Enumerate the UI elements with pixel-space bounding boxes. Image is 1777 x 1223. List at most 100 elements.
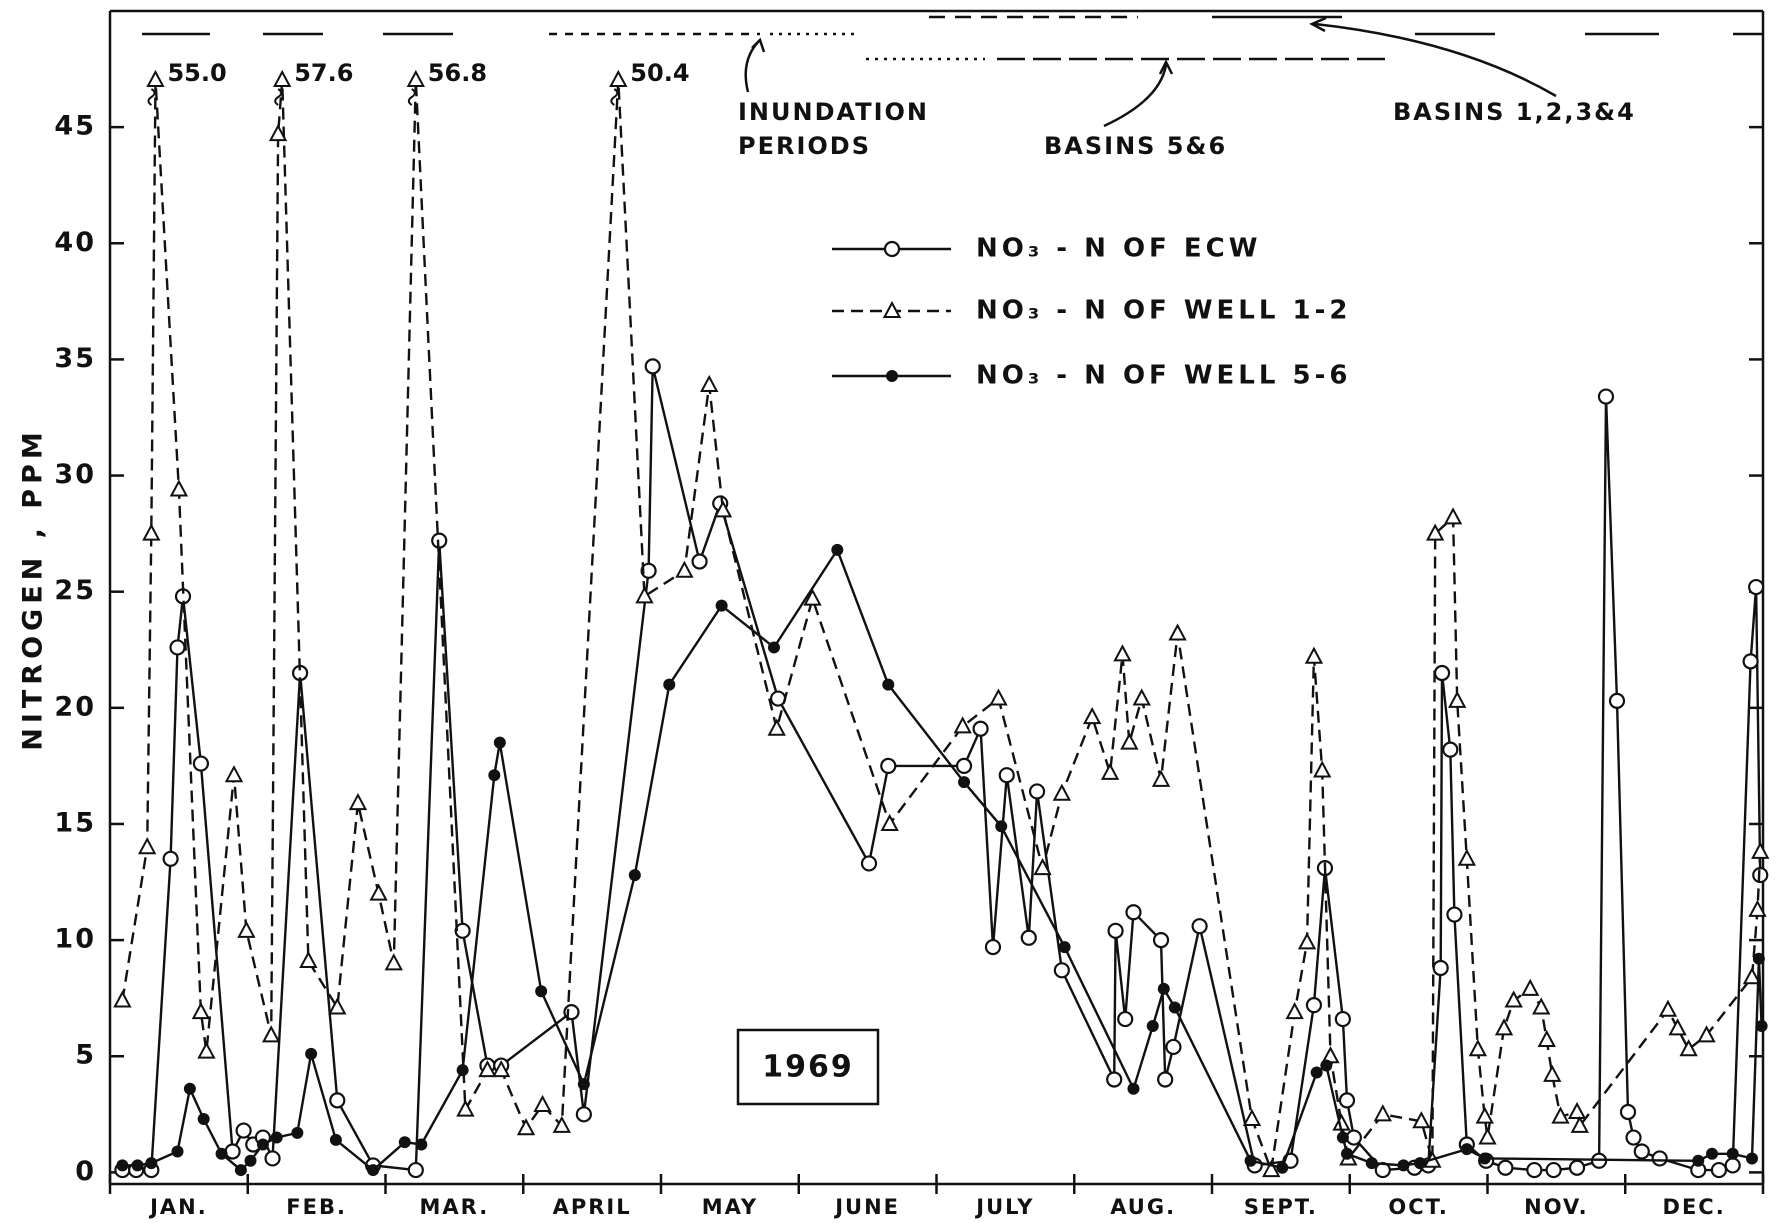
data-point [1751,841,1770,859]
y-tick-label: 5 [75,1040,96,1071]
data-point [713,500,733,518]
data-point [1365,1157,1378,1170]
data-point [1132,688,1151,706]
data-point [1446,906,1463,923]
data-point [1125,904,1142,921]
data-point [1442,741,1459,758]
data-point [1106,1071,1123,1088]
data-point [1532,997,1551,1015]
data-point [1432,959,1449,977]
data-point [1340,1147,1353,1160]
data-point [715,599,728,612]
data-point [1457,848,1477,866]
data-point [1168,1001,1181,1014]
data-point [1494,1018,1514,1036]
data-point [348,792,368,811]
data-point [1745,1152,1758,1165]
value-label: 50.4 [630,59,689,87]
data-point [224,765,244,783]
y-tick-label: 45 [54,111,96,142]
data-point [675,560,694,578]
data-point [169,479,189,497]
data-point [767,641,780,654]
data-point [234,1164,247,1177]
data-point [1242,1108,1262,1126]
data-point [552,1115,571,1133]
data-point [1468,1039,1488,1057]
data-point [116,1159,129,1172]
data-point [299,950,318,969]
annotation: PERIODS [738,132,871,160]
x-tick-label: DEC. [1663,1195,1726,1219]
data-point [700,374,719,392]
data-point [1537,1029,1556,1047]
y-tick-label: 35 [54,343,96,374]
axis-break [274,88,283,106]
year-box [736,1028,880,1106]
data-point [1152,932,1170,949]
data-point [488,769,501,782]
data-point [1742,653,1759,670]
data-point [533,1094,552,1113]
data-point [113,990,132,1008]
data-point [1597,388,1615,405]
x-tick-label: FEB. [286,1195,347,1219]
data-point [1726,1147,1739,1160]
data-point [192,755,210,772]
data-point [1521,978,1540,996]
data-point [406,69,425,87]
data-point [456,1099,475,1117]
data-point [1313,760,1332,778]
year-label: 1969 [762,1050,854,1085]
data-point [224,1143,241,1160]
x-tick-label: SEPT. [1244,1195,1318,1219]
data-point [183,1082,196,1095]
axis-break [147,88,156,106]
data-point [1127,1082,1140,1095]
data-point [516,1118,536,1136]
data-point [256,1138,269,1151]
x-tick-label: JULY [974,1195,1034,1219]
data-point [1297,932,1317,950]
data-point [880,757,897,775]
legend-label: NO₃ - N OF WELL 1-2 [976,296,1351,326]
data-point [635,586,654,604]
data-point [609,69,628,87]
x-tick-label: AUG. [1110,1195,1176,1219]
data-point [1710,1161,1728,1179]
data-point [1706,1147,1719,1160]
data-point [369,883,388,901]
data-point [261,1025,281,1043]
data-point [958,776,971,789]
data-point [1568,1159,1586,1176]
series-line [122,547,1763,1172]
data-point [1304,646,1324,664]
data-point [142,523,161,541]
data-point [1748,578,1765,596]
data-point [197,1041,216,1059]
data-point [1433,664,1451,682]
data-point [663,678,676,691]
y-tick-label: 30 [54,459,96,490]
y-tick-label: 15 [54,807,96,838]
data-point [769,690,787,707]
legend-label: NO₃ - N OF WELL 5-6 [976,361,1351,391]
data-point [1146,1020,1159,1033]
data-point [415,1138,428,1151]
data-point [329,1092,346,1109]
value-label: 55.0 [167,59,226,87]
data-point [1748,899,1767,917]
data-point [628,869,641,882]
data-point [1151,769,1171,787]
data-point [644,358,661,375]
data-point [803,588,822,606]
data-point [384,953,403,971]
data-point [691,553,708,570]
data-point [767,718,786,736]
data-point [831,543,844,556]
data-point [478,1060,497,1078]
axis-break [610,88,619,106]
data-point [1543,1064,1562,1082]
x-tick-label: APRIL [553,1195,632,1219]
